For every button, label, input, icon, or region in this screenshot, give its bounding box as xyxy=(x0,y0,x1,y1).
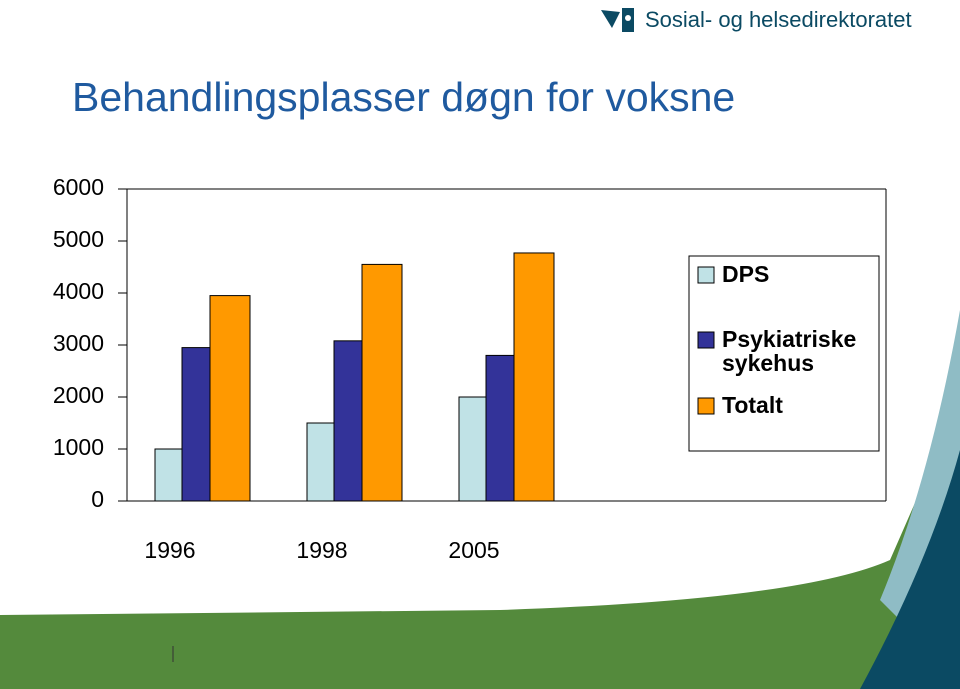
bar xyxy=(181,347,211,502)
legend-label-box: Psykiatriske sykehus xyxy=(722,327,857,376)
legend xyxy=(688,255,880,452)
legend-swatch xyxy=(697,266,715,284)
legend-label: DPS xyxy=(722,262,770,287)
legend-label-box: DPS xyxy=(722,262,770,287)
bar xyxy=(485,354,515,502)
y-tick-label: 6000 xyxy=(53,174,104,200)
legend-swatch xyxy=(697,331,715,349)
bar xyxy=(333,340,363,502)
y-tick-label: 4000 xyxy=(53,278,104,304)
legend-label: Totalt xyxy=(722,393,783,418)
bar xyxy=(513,252,555,502)
y-tick-label: 5000 xyxy=(53,226,104,252)
legend-label-box: Totalt xyxy=(722,393,783,418)
bar xyxy=(458,396,487,502)
legend-entries: DPS Psykiatriske sykehus Totalt xyxy=(697,262,857,418)
dark-teal-shape xyxy=(860,450,960,689)
legend-swatch xyxy=(697,397,715,415)
bar xyxy=(306,422,335,502)
y-tick-label: 1000 xyxy=(53,434,104,460)
plot: 0 1000 2000 3000 4000 5000 6000 1996 1998 2005 xyxy=(53,174,887,563)
x-tick-label: 1998 xyxy=(296,537,347,563)
bar xyxy=(154,448,183,502)
chart-title: Behandlingsplasser døgn for voksne xyxy=(72,74,735,120)
logo-icon xyxy=(601,8,634,32)
x-tick-label: 1996 xyxy=(144,537,195,563)
x-tick-label: 2005 xyxy=(448,537,499,563)
y-tick-label: 0 xyxy=(91,486,104,512)
light-teal-shape xyxy=(880,310,960,620)
y-tick-label: 3000 xyxy=(53,330,104,356)
bar xyxy=(209,295,251,502)
legend-label: Psykiatriske sykehus xyxy=(722,327,857,376)
brand: Sosial- og helsedirektoratet xyxy=(645,7,912,32)
green-swoosh xyxy=(0,400,960,689)
y-tick-label: 2000 xyxy=(53,382,104,408)
bar xyxy=(361,263,403,502)
